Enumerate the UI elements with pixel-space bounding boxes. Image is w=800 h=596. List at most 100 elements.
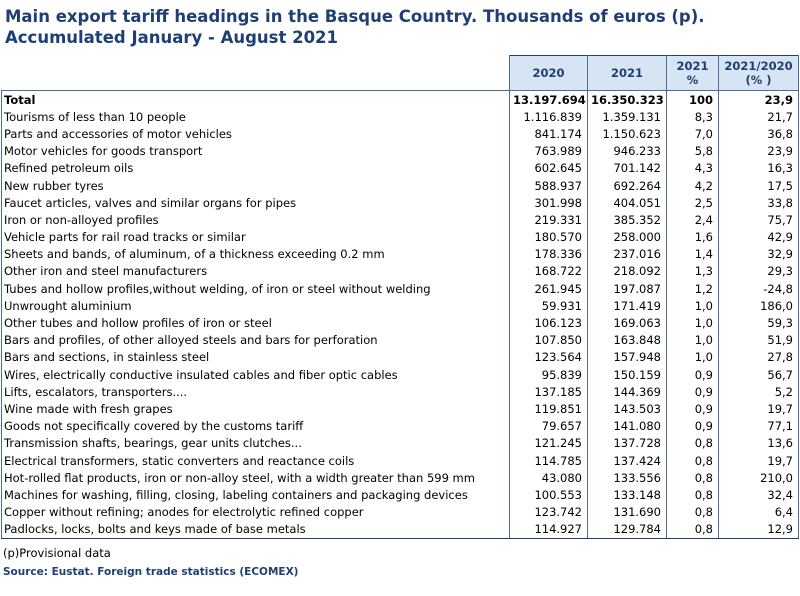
cell-change: 32,9: [718, 245, 799, 263]
cell-heading: New rubber tyres: [1, 176, 510, 195]
cell-heading: Unwrought aluminium: [1, 297, 510, 315]
cell-change: 17,5: [718, 176, 799, 195]
cell-change: 5,2: [718, 383, 799, 401]
cell-2021: 133.556: [587, 469, 667, 487]
page-title: Main export tariff headings in the Basqu…: [5, 6, 795, 48]
cell-2021: 137.728: [587, 434, 667, 452]
cell-2020: 100.553: [509, 486, 588, 504]
cell-heading: Electrical transformers, static converte…: [1, 451, 510, 470]
cell-share: 0,8: [666, 503, 719, 521]
cell-2021: 385.352: [587, 211, 667, 229]
cell-2020: 602.645: [509, 159, 588, 177]
table-row: Bars and profiles, of other alloyed stee…: [1, 331, 799, 349]
cell-share: 0,8: [666, 469, 719, 487]
table-row: Tubes and hollow profiles,without weldin…: [1, 280, 799, 298]
title-line-1: Main export tariff headings in the Basqu…: [5, 7, 705, 26]
table-row: Faucet articles, valves and similar orga…: [1, 194, 799, 212]
cell-change: 186,0: [718, 297, 799, 315]
cell-heading: Bars and sections, in stainless steel: [1, 348, 510, 366]
cell-share: 1,2: [666, 280, 719, 298]
cell-heading: Other tubes and hollow profiles of iron …: [1, 314, 510, 332]
cell-2021: 141.080: [587, 417, 667, 435]
cell-share: 2,4: [666, 211, 719, 229]
cell-2021: 258.000: [587, 228, 667, 246]
cell-change: 29,3: [718, 262, 799, 281]
cell-change: 19,7: [718, 400, 799, 418]
cell-2020: 1.116.839: [509, 108, 588, 126]
export-table: 2020 2021 2021 % 2021/2020 (% ) Total 13.…: [1, 55, 799, 539]
cell-2021: 143.503: [587, 400, 667, 418]
cell-share: 5,8: [666, 142, 719, 160]
cell-share: 0,9: [666, 366, 719, 384]
header-share: 2021 %: [666, 55, 719, 91]
cell-2020: 107.850: [509, 331, 588, 349]
table-row: Electrical transformers, static converte…: [1, 451, 799, 470]
cell-share: 7,0: [666, 125, 719, 143]
cell-change: 56,7: [718, 366, 799, 384]
cell-share: 4,3: [666, 159, 719, 177]
table-row: Parts and accessories of motor vehicles 8…: [1, 125, 799, 143]
cell-2020: 763.989: [509, 142, 588, 160]
table-row: Other tubes and hollow profiles of iron …: [1, 314, 799, 332]
cell-change: 33,8: [718, 194, 799, 212]
cell-change: 13,6: [718, 434, 799, 452]
cell-change: 75,7: [718, 211, 799, 229]
cell-2020: 123.742: [509, 503, 588, 521]
cell-2020: 588.937: [509, 176, 588, 195]
cell-change: 42,9: [718, 228, 799, 246]
cell-heading: Copper without refining; anodes for elec…: [1, 503, 510, 521]
table-row: Wires, electrically conductive insulated…: [1, 366, 799, 384]
table-row: Hot-rolled flat products, iron or non-al…: [1, 469, 799, 487]
table-header-row: 2020 2021 2021 % 2021/2020 (% ): [1, 55, 799, 91]
cell-heading: Goods not specifically covered by the cu…: [1, 417, 510, 435]
cell-2021: 129.784: [587, 520, 667, 539]
cell-change: 77,1: [718, 417, 799, 435]
cell-share: 0,8: [666, 451, 719, 470]
cell-change: 51,9: [718, 331, 799, 349]
cell-share: 0,9: [666, 400, 719, 418]
cell-share: 2,5: [666, 194, 719, 212]
cell-2021: 131.690: [587, 503, 667, 521]
cell-heading: Sheets and bands, of aluminum, of a thic…: [1, 245, 510, 263]
cell-share: 0,8: [666, 486, 719, 504]
table-row: Unwrought aluminium 59.931 171.419 1,0 186,0: [1, 297, 799, 315]
cell-2020: 301.998: [509, 194, 588, 212]
cell-2021: 16.350.323: [587, 90, 667, 109]
cell-share: 0,8: [666, 434, 719, 452]
cell-change: 19,7: [718, 451, 799, 470]
cell-2020: 261.945: [509, 280, 588, 298]
header-change-line-2: (% ): [745, 73, 772, 87]
table-row: Goods not specifically covered by the cu…: [1, 417, 799, 435]
cell-2020: 168.722: [509, 262, 588, 281]
header-change-line-1: 2021/2020: [724, 59, 793, 73]
cell-share: 0,9: [666, 417, 719, 435]
cell-heading: Faucet articles, valves and similar orga…: [1, 194, 510, 212]
cell-heading: Lifts, escalators, transporters....: [1, 383, 510, 401]
cell-2021: 150.159: [587, 366, 667, 384]
cell-2021: 157.948: [587, 348, 667, 366]
cell-2021: 197.087: [587, 280, 667, 298]
cell-share: 1,6: [666, 228, 719, 246]
cell-share: 100: [666, 90, 719, 109]
cell-2021: 701.142: [587, 159, 667, 177]
cell-share: 1,0: [666, 348, 719, 366]
cell-change: 12,9: [718, 520, 799, 539]
cell-2021: 218.092: [587, 262, 667, 281]
cell-heading: Tubes and hollow profiles,without weldin…: [1, 280, 510, 298]
cell-heading: Vehicle parts for rail road tracks or si…: [1, 228, 510, 246]
table-body: Total 13.197.694 16.350.323 100 23,9 Tourisms…: [1, 90, 799, 539]
header-share-line-2: %: [686, 73, 699, 87]
cell-share: 1,0: [666, 314, 719, 332]
cell-2020: 180.570: [509, 228, 588, 246]
cell-2021: 946.233: [587, 142, 667, 160]
header-blank: [1, 55, 510, 91]
cell-2020: 123.564: [509, 348, 588, 366]
table-row: Lifts, escalators, transporters.... 137.1…: [1, 383, 799, 401]
table-row: Sheets and bands, of aluminum, of a thic…: [1, 245, 799, 263]
cell-2020: 106.123: [509, 314, 588, 332]
cell-2021: 692.264: [587, 176, 667, 195]
cell-2021: 169.063: [587, 314, 667, 332]
cell-share: 4,2: [666, 176, 719, 195]
cell-2021: 133.148: [587, 486, 667, 504]
cell-change: 32,4: [718, 486, 799, 504]
